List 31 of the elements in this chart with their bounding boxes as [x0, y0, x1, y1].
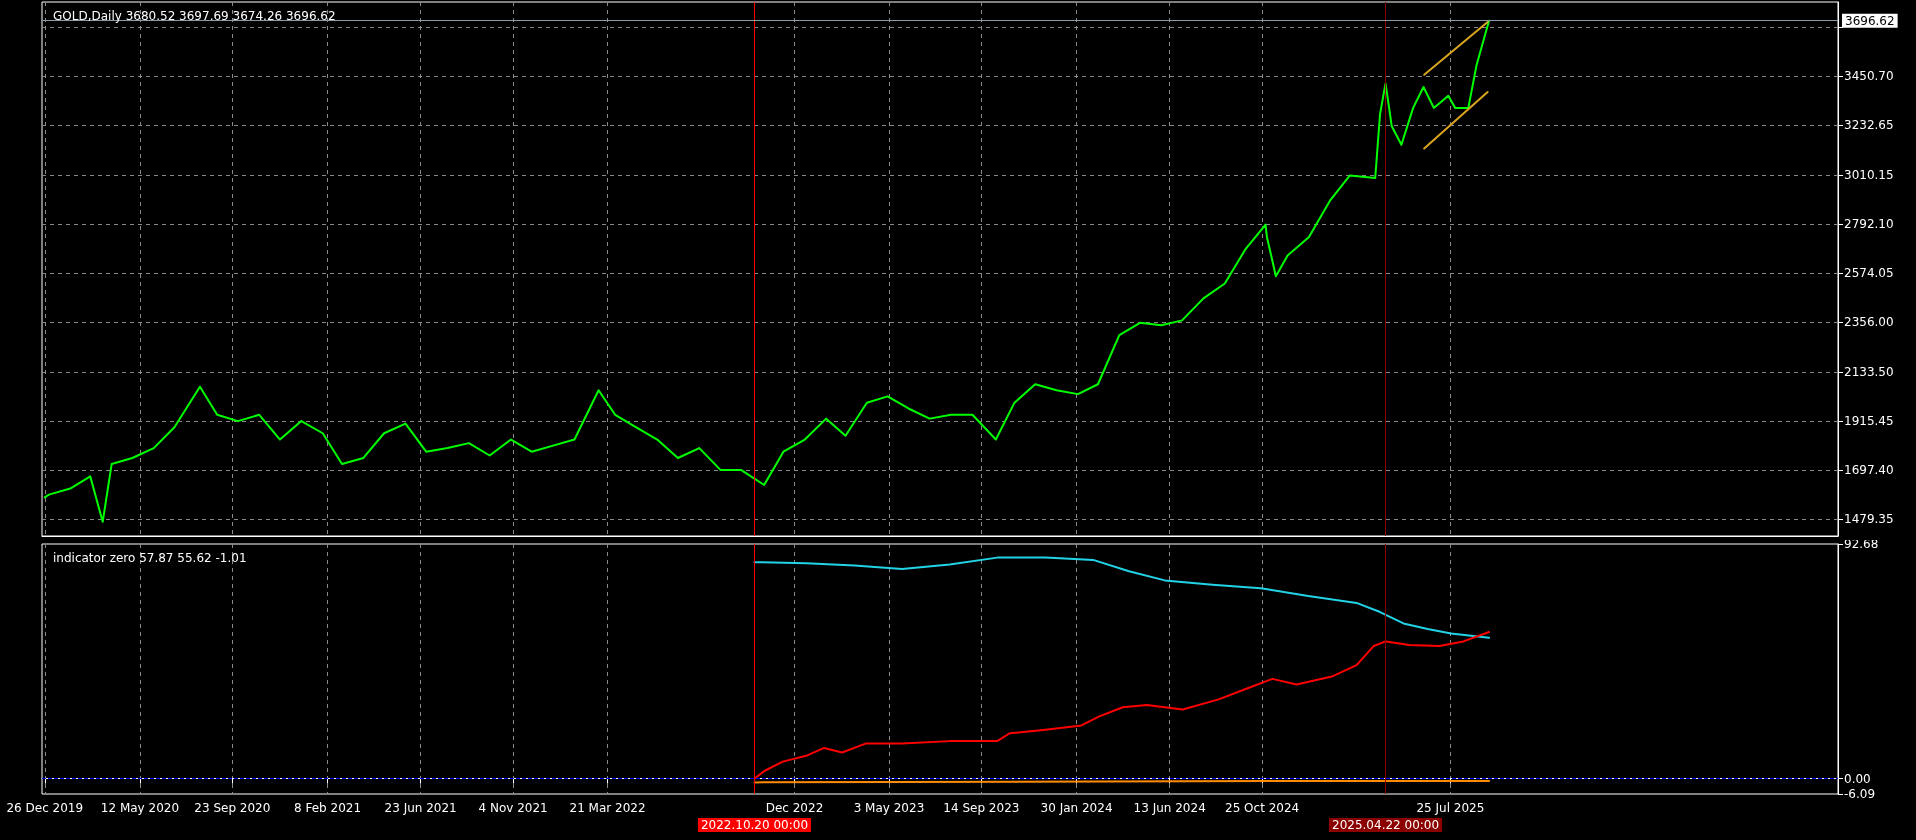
x-tick-label: 4 Nov 2021	[478, 801, 548, 815]
text: indicator zero 57.87 55.62 -1.01	[53, 551, 247, 565]
y-tick-label: 0.00	[1844, 771, 1871, 786]
y-tick-label: 3450.70	[1844, 69, 1894, 84]
x-tick-label: 25 Jul 2025	[1416, 801, 1485, 815]
x-tick-label: 25 Oct 2024	[1225, 801, 1300, 815]
x-tick-label: 30 Jan 2024	[1040, 801, 1113, 815]
y-tick-label: 2792.10	[1844, 217, 1894, 232]
x-tick-label: 8 Feb 2021	[294, 801, 362, 815]
x-tick-label: 21 Mar 2022	[569, 801, 646, 815]
x-tick-label: Dec 2022	[765, 801, 824, 815]
text: GOLD,Daily 3680.52 3697.69 3674.26 3696.62	[53, 9, 336, 23]
x-tick-label: 3 May 2023	[853, 801, 925, 815]
y-tick-label: 3010.15	[1844, 168, 1894, 183]
y-tick-label: 3232.65	[1844, 118, 1894, 133]
y-tick-label: 1697.40	[1844, 463, 1894, 478]
y-tick-label: -6.09	[1844, 787, 1876, 801]
ref-line-label: 2025.04.22 00:00	[1332, 818, 1440, 832]
y-tick-label: 2574.05	[1844, 266, 1894, 281]
x-tick-label: 23 Jun 2021	[384, 801, 457, 815]
x-tick-label: 23 Sep 2020	[194, 801, 271, 815]
y-tick-label: 2133.50	[1844, 365, 1894, 380]
x-tick-label: 12 May 2020	[100, 801, 180, 815]
ref-line-label: 2022.10.20 00:00	[700, 818, 809, 832]
y-tick-label: 1479.35	[1844, 512, 1894, 527]
ref-line-label: 3696.62	[1845, 13, 1895, 28]
y-tick-label: 1915.45	[1844, 414, 1894, 429]
y-tick-label: 2356.00	[1844, 315, 1894, 330]
x-tick-label: 14 Sep 2023	[943, 801, 1020, 815]
x-tick-label: 26 Dec 2019	[6, 801, 84, 815]
x-tick-label: 13 Jun 2024	[1133, 801, 1206, 815]
